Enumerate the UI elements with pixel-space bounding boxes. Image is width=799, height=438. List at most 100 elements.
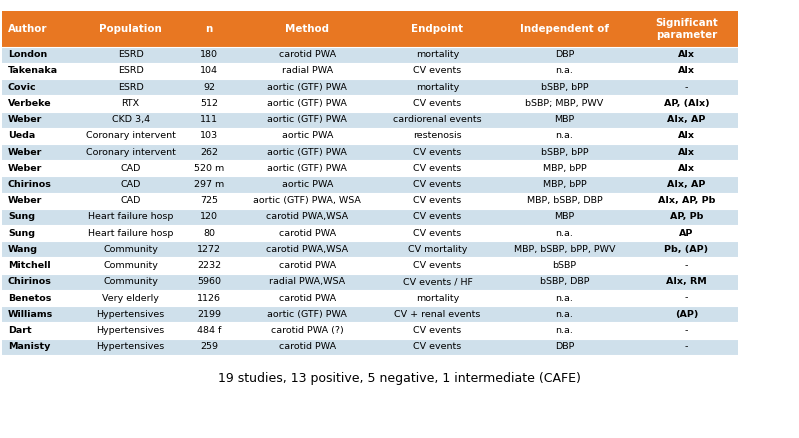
Text: carotid PWA,WSA: carotid PWA,WSA [266,245,348,254]
Bar [634,160,738,177]
Text: aortic (GTF) PWA: aortic (GTF) PWA [268,164,347,173]
Bar [234,339,380,355]
Text: carotid PWA (?): carotid PWA (?) [271,326,344,335]
Bar [634,95,738,112]
Text: 2232: 2232 [197,261,221,270]
Text: aortic (GTF) PWA: aortic (GTF) PWA [268,99,347,108]
Text: 725: 725 [200,196,218,205]
Text: 180: 180 [200,50,218,59]
Bar [380,225,495,241]
Bar [380,209,495,225]
Text: 92: 92 [203,83,215,92]
Bar [184,79,234,95]
Bar [234,322,380,339]
Text: CKD 3,4: CKD 3,4 [112,115,149,124]
Bar [380,128,495,144]
Bar [495,209,634,225]
Bar [78,322,184,339]
Text: 1126: 1126 [197,293,221,303]
Text: Pb, (AP): Pb, (AP) [664,245,709,254]
Bar [634,46,738,63]
Text: cardiorenal events: cardiorenal events [393,115,482,124]
Text: CV events: CV events [413,180,462,189]
Text: n.a.: n.a. [555,326,574,335]
Text: 2199: 2199 [197,310,221,319]
Text: aortic (GTF) PWA: aortic (GTF) PWA [268,83,347,92]
Text: ESRD: ESRD [117,83,144,92]
Bar [184,46,234,63]
Text: Independent of: Independent of [520,24,609,34]
Bar [234,209,380,225]
Bar [2,112,78,128]
Bar [495,46,634,63]
Bar [2,306,78,322]
Text: restenosis: restenosis [413,131,462,140]
Bar [634,112,738,128]
Bar [184,241,234,258]
Bar [2,11,78,46]
Bar [2,46,78,63]
Bar [78,290,184,306]
Bar [78,258,184,274]
Text: Dart: Dart [8,326,32,335]
Bar [184,63,234,79]
Text: CV events: CV events [413,261,462,270]
Bar [495,193,634,209]
Bar [495,322,634,339]
Bar [184,306,234,322]
Text: carotid PWA: carotid PWA [279,261,336,270]
Text: CV events: CV events [413,229,462,238]
Bar [634,128,738,144]
Bar [78,274,184,290]
Bar [634,11,738,46]
Bar [380,95,495,112]
Text: Takenaka: Takenaka [8,67,58,75]
Text: carotid PWA: carotid PWA [279,50,336,59]
Bar [634,274,738,290]
Text: ESRD: ESRD [117,67,144,75]
Bar [78,209,184,225]
Text: 103: 103 [200,131,218,140]
Text: Verbeke: Verbeke [8,99,52,108]
Bar [380,79,495,95]
Text: Weber: Weber [8,196,42,205]
Text: AIx, AP: AIx, AP [667,115,706,124]
Text: 484 f: 484 f [197,326,221,335]
Text: CV events: CV events [413,342,462,351]
Text: Hypertensives: Hypertensives [97,310,165,319]
Bar [184,225,234,241]
Text: MBP, bSBP, bPP, PWV: MBP, bSBP, bPP, PWV [514,245,615,254]
Text: London: London [8,50,47,59]
Bar [380,11,495,46]
Bar [234,160,380,177]
Bar [184,112,234,128]
Text: DBP: DBP [555,50,574,59]
Bar [234,79,380,95]
Bar [234,241,380,258]
Text: carotid PWA: carotid PWA [279,342,336,351]
Bar [78,144,184,160]
Text: MBP, bPP: MBP, bPP [543,164,586,173]
Text: Coronary intervent: Coronary intervent [85,131,176,140]
Bar [495,225,634,241]
Text: n: n [205,24,213,34]
Text: AIx, AP: AIx, AP [667,180,706,189]
Bar [184,258,234,274]
Text: radial PWA: radial PWA [282,67,332,75]
Bar [634,63,738,79]
Text: Community: Community [103,245,158,254]
Text: Hypertensives: Hypertensives [97,342,165,351]
Text: bSBP, DBP: bSBP, DBP [540,277,589,286]
Bar [2,274,78,290]
Text: Covic: Covic [8,83,37,92]
Bar [380,177,495,193]
Bar [380,274,495,290]
Text: n.a.: n.a. [555,229,574,238]
Text: Ueda: Ueda [8,131,35,140]
Bar [234,128,380,144]
Bar [78,306,184,322]
Bar [634,79,738,95]
Text: CV events: CV events [413,212,462,222]
Bar [234,225,380,241]
Bar [2,322,78,339]
